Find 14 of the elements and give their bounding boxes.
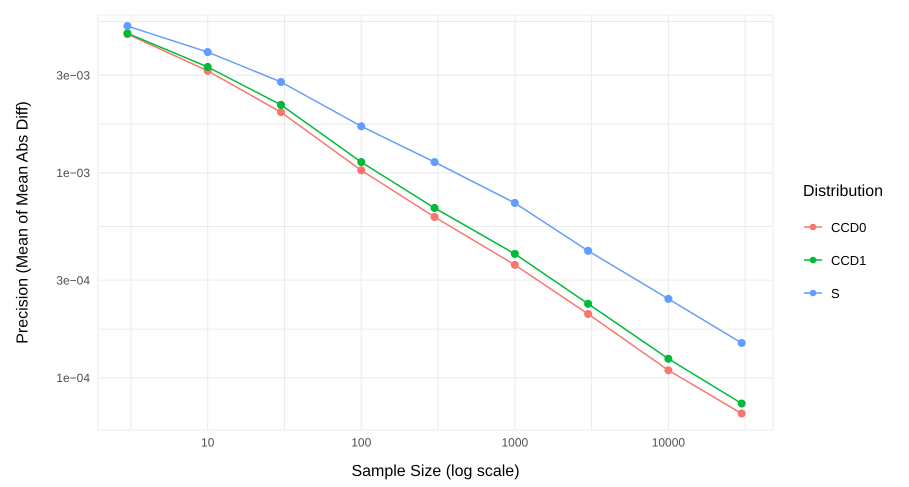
y-tick-label: 1e−03 (56, 166, 90, 180)
legend-label: CCD1 (831, 252, 866, 268)
x-axis-title: Sample Size (log scale) (351, 463, 520, 480)
x-tick-label: 10 (201, 436, 215, 450)
x-tick-label: 100 (351, 436, 372, 450)
legend-title: Distribution (803, 182, 884, 200)
legend-label: S (831, 286, 840, 300)
y-tick-label: 3e−03 (56, 68, 90, 82)
y-axis-title: Precision (Mean of Mean Abs Diff) (14, 101, 32, 344)
x-tick-label: 10000 (652, 436, 686, 450)
y-tick-label: 3e−04 (56, 273, 90, 288)
y-tick-label: 1e−04 (56, 371, 90, 386)
x-tick-label: 1000 (501, 436, 528, 450)
legend-label: CCD0 (831, 220, 866, 234)
